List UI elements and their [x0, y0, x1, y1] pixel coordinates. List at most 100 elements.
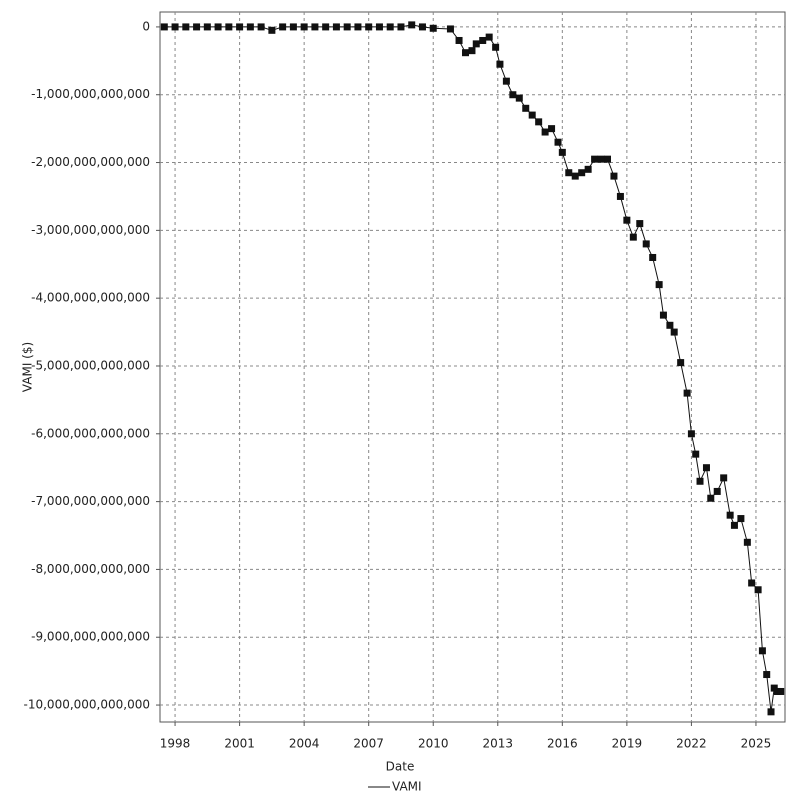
x-tick-label: 2022	[676, 737, 707, 751]
marker	[713, 487, 721, 495]
marker	[354, 23, 362, 31]
marker	[610, 172, 618, 180]
marker	[492, 43, 500, 51]
x-tick-label: 2001	[224, 737, 255, 751]
marker	[597, 155, 605, 163]
marker	[268, 26, 276, 34]
marker	[193, 23, 201, 31]
marker	[720, 474, 728, 482]
plot-frame	[159, 11, 786, 723]
marker	[578, 169, 586, 177]
marker	[636, 220, 644, 228]
marker	[528, 111, 536, 119]
marker	[554, 138, 562, 146]
marker	[629, 233, 637, 241]
marker	[758, 647, 766, 655]
y-tick-label: -3,000,000,000,000	[31, 223, 150, 237]
y-tick-label: -6,000,000,000,000	[31, 426, 150, 440]
marker	[496, 60, 504, 68]
marker	[767, 708, 775, 716]
marker	[397, 23, 405, 31]
marker	[472, 40, 480, 48]
y-axis-label: VAMI ($)	[21, 342, 35, 392]
y-tick-label: -2,000,000,000,000	[31, 155, 150, 169]
x-tick-label: 2004	[289, 737, 320, 751]
marker	[692, 450, 700, 458]
marker	[515, 94, 523, 102]
marker	[726, 511, 734, 519]
marker	[670, 328, 678, 336]
y-tick-label: -4,000,000,000,000	[31, 291, 150, 305]
y-tick-label: 0	[142, 19, 150, 33]
x-tick-label: 2016	[547, 737, 578, 751]
marker	[571, 172, 579, 180]
marker	[462, 49, 470, 57]
marker	[365, 23, 373, 31]
marker	[408, 21, 416, 29]
x-tick-label: 2019	[612, 737, 643, 751]
marker	[754, 586, 762, 594]
x-tick-label: 2013	[483, 737, 514, 751]
marker	[777, 687, 785, 695]
marker	[311, 23, 319, 31]
y-tick-label: -7,000,000,000,000	[31, 494, 150, 508]
marker	[677, 359, 685, 367]
marker	[429, 24, 437, 32]
marker	[182, 23, 190, 31]
marker	[289, 23, 297, 31]
marker	[300, 23, 308, 31]
marker	[737, 515, 745, 523]
x-tick-label: 2025	[741, 737, 772, 751]
marker	[541, 128, 549, 136]
x-tick-label: 2007	[353, 737, 384, 751]
marker	[468, 47, 476, 55]
marker	[730, 521, 738, 529]
marker	[332, 23, 340, 31]
marker	[558, 148, 566, 156]
marker	[522, 104, 530, 112]
y-tick-label: -9,000,000,000,000	[31, 630, 150, 644]
marker	[236, 23, 244, 31]
marker	[696, 477, 704, 485]
marker	[375, 23, 383, 31]
marker	[702, 464, 710, 472]
y-tick-label: -1,000,000,000,000	[31, 87, 150, 101]
marker	[322, 23, 330, 31]
marker	[666, 321, 674, 329]
marker	[565, 169, 573, 177]
legend-label: VAMI	[392, 780, 422, 794]
marker	[535, 118, 543, 126]
marker	[509, 91, 517, 99]
marker	[548, 125, 556, 133]
marker	[707, 494, 715, 502]
marker	[246, 23, 254, 31]
marker	[763, 671, 771, 679]
x-tick-label: 1998	[160, 737, 191, 751]
marker	[257, 23, 265, 31]
marker	[584, 165, 592, 173]
marker	[225, 23, 233, 31]
marker	[642, 240, 650, 248]
x-tick-label: 2010	[418, 737, 449, 751]
marker	[655, 281, 663, 289]
marker	[743, 538, 751, 546]
marker	[748, 579, 756, 587]
series-line	[164, 24, 781, 712]
marker	[160, 23, 168, 31]
marker	[604, 155, 612, 163]
marker	[591, 155, 599, 163]
marker	[623, 216, 631, 224]
y-tick-label: -10,000,000,000,000	[24, 698, 150, 712]
marker	[171, 23, 179, 31]
marker	[649, 253, 657, 261]
marker	[687, 430, 695, 438]
marker	[616, 192, 624, 200]
marker	[418, 23, 426, 31]
y-tick-label: -5,000,000,000,000	[31, 358, 150, 372]
y-tick-label: -8,000,000,000,000	[31, 562, 150, 576]
x-axis-label: Date	[386, 760, 415, 774]
marker	[659, 311, 667, 319]
marker	[343, 23, 351, 31]
marker	[485, 33, 493, 41]
